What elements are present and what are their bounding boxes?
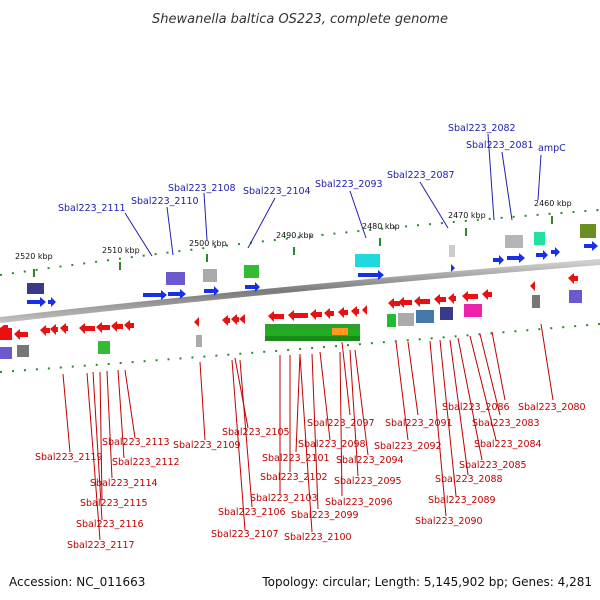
inner-scale-ring [0,323,600,373]
tick-label: 2510 kbp [102,246,140,255]
tick-label: 2470 kbp [448,211,486,220]
major-ticks [33,216,553,277]
gene-label-reverse[interactable]: Sbal223_2098 [298,439,366,450]
gene-label-reverse[interactable]: Sbal223_2095 [334,476,402,487]
gene-label-reverse[interactable]: Sbal223_2089 [428,495,496,506]
gene-label-forward[interactable]: Sbal223_2108 [168,183,236,194]
gene-label-forward[interactable]: Sbal223_2110 [131,196,199,207]
gene-label-reverse[interactable]: Sbal223_2113 [102,437,170,448]
outer-scale-ring [0,209,600,276]
gene-label-reverse[interactable]: Sbal223_2107 [211,529,279,540]
genome-summary: Topology: circular; Length: 5,145,902 bp… [261,575,592,589]
gene-label-reverse[interactable]: Sbal223_2114 [90,478,158,489]
gene-label-reverse[interactable]: Sbal223_2083 [472,418,540,429]
gene-label-reverse[interactable]: Sbal223_2086 [442,402,510,413]
genome-backbone [0,259,600,323]
gene-label-reverse[interactable]: Sbal223_2099 [291,510,359,521]
gene-label-reverse[interactable]: Sbal223_2092 [374,441,442,452]
tick-label: 2490 kbp [276,231,314,240]
gene-label-reverse[interactable]: Sbal223_2100 [284,532,352,543]
gene-label-reverse[interactable]: Sbal223_2109 [173,440,241,451]
gene-label-reverse[interactable]: Sbal223_2105 [222,427,290,438]
gene-label-forward[interactable]: Sbal223_2111 [58,203,126,214]
gene-label-reverse[interactable]: Sbal223_2084 [474,439,542,450]
gene-label-reverse[interactable]: Sbal223_2088 [435,474,503,485]
gene-label-reverse[interactable]: Sbal223_2090 [415,516,483,527]
gene-label-reverse[interactable]: Sbal223_2103 [250,493,318,504]
gene-label-forward[interactable]: Sbal223_2082 [448,123,516,134]
forward-genes [27,224,598,307]
reverse-leaders [62,323,554,541]
accession-label: Accession: NC_011663 [9,575,145,589]
map-title: Shewanella baltica OS223, complete genom… [152,12,448,27]
reverse-genes [0,273,582,359]
gene-label-reverse[interactable]: Sbal223_2091 [385,418,453,429]
gene-label-forward[interactable]: Sbal223_2104 [243,186,311,197]
gene-label-reverse[interactable]: Sbal223_2097 [307,418,375,429]
gene-label-reverse[interactable]: Sbal223_2096 [325,497,393,508]
gene-label-reverse[interactable]: Sbal223_2101 [262,453,330,464]
tick-label: 2480 kbp [362,222,400,231]
gene-label-reverse[interactable]: Sbal223_2116 [76,519,144,530]
gene-label-forward[interactable]: Sbal223_2093 [315,179,383,190]
tick-label: 2500 kbp [189,239,227,248]
gene-label-forward[interactable]: Sbal223_2081 [466,140,534,151]
gene-label-reverse[interactable]: Sbal223_2094 [336,455,404,466]
gene-label-reverse[interactable]: Sbal223_2112 [112,457,180,468]
gene-label-reverse[interactable]: Sbal223_2119 [35,452,103,463]
gene-label-reverse[interactable]: Sbal223_2085 [459,460,527,471]
gene-label-reverse[interactable]: Sbal223_2102 [260,472,328,483]
gene-label-forward[interactable]: ampC [538,143,566,154]
gene-label-reverse[interactable]: Sbal223_2115 [80,498,148,509]
gene-label-reverse[interactable]: Sbal223_2106 [218,507,286,518]
forward-leaders [124,133,542,257]
gene-label-reverse[interactable]: Sbal223_2080 [518,402,586,413]
tick-label: 2520 kbp [15,252,53,261]
tick-label: 2460 kbp [534,199,572,208]
gene-label-forward[interactable]: Sbal223_2087 [387,170,455,181]
gene-label-reverse[interactable]: Sbal223_2117 [67,540,135,551]
